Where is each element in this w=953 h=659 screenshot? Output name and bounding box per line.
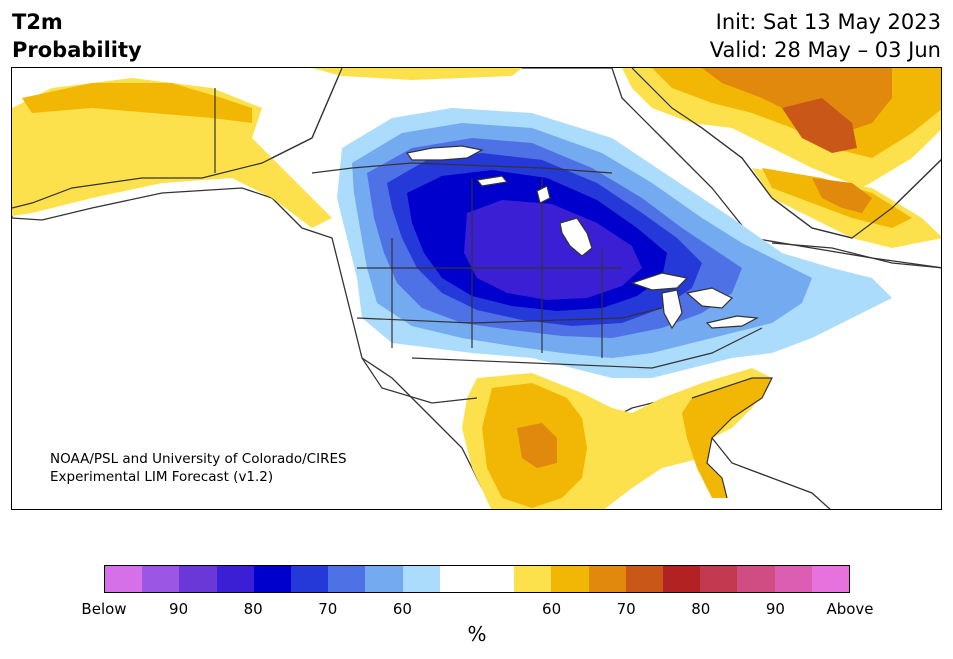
boundaries xyxy=(12,68,941,499)
colorbar-tick-label: 60 xyxy=(542,600,562,618)
colorbar-tick-label: Below xyxy=(81,600,127,618)
colorbar-swatch xyxy=(216,566,254,592)
colorbar-tick-label: 90 xyxy=(765,600,785,618)
colorbar-swatch xyxy=(179,566,217,592)
colorbar-tick-label: 70 xyxy=(616,600,636,618)
colorbar-tick-label: 60 xyxy=(392,600,412,618)
colorbar-swatch xyxy=(663,566,701,592)
colorbar-swatch xyxy=(365,566,403,592)
colorbar-swatch xyxy=(514,566,552,592)
colorbar-tick-label: Above xyxy=(826,600,874,618)
colorbar-swatch xyxy=(811,566,850,592)
map-title: T2m Probability xyxy=(12,8,142,64)
colorbar-tick-label: 70 xyxy=(318,600,338,618)
variable-label: T2m xyxy=(12,10,63,34)
credit-line-2: Experimental LIM Forecast (v1.2) xyxy=(50,469,274,485)
date-info: Init: Sat 13 May 2023 Valid: 28 May – 03… xyxy=(710,8,941,64)
above-normal-shading xyxy=(12,68,941,509)
colorbar-swatch xyxy=(402,566,440,592)
colorbar-tick-label: 80 xyxy=(691,600,711,618)
init-date: Init: Sat 13 May 2023 xyxy=(715,10,941,34)
colorbar xyxy=(104,565,850,593)
valid-date: Valid: 28 May – 03 Jun xyxy=(709,38,941,62)
colorbar-unit: % xyxy=(467,622,487,646)
credit-line-1: NOAA/PSL and University of Colorado/CIRE… xyxy=(50,451,347,467)
colorbar-tick-label: 80 xyxy=(243,600,263,618)
colorbar-swatch xyxy=(551,566,589,592)
colorbar-swatch xyxy=(477,566,515,592)
colorbar-swatch xyxy=(253,566,292,592)
colorbar-swatch xyxy=(142,566,180,592)
colorbar-swatch xyxy=(439,566,478,592)
colorbar-swatch xyxy=(737,566,775,592)
colorbar-tick-label: 90 xyxy=(169,600,189,618)
forecast-map: NOAA/PSL and University of Colorado/CIRE… xyxy=(11,67,942,510)
colorbar-swatch xyxy=(291,566,329,592)
colorbar-swatch xyxy=(700,566,738,592)
colorbar-swatch xyxy=(105,566,143,592)
water-bodies xyxy=(405,145,760,330)
colorbar-swatch xyxy=(774,566,812,592)
colorbar-swatch xyxy=(625,566,664,592)
kind-label: Probability xyxy=(12,38,142,62)
colorbar-swatch xyxy=(328,566,366,592)
colorbar-swatch xyxy=(588,566,626,592)
map-credit: NOAA/PSL and University of Colorado/CIRE… xyxy=(50,450,347,486)
map-svg xyxy=(12,68,941,509)
